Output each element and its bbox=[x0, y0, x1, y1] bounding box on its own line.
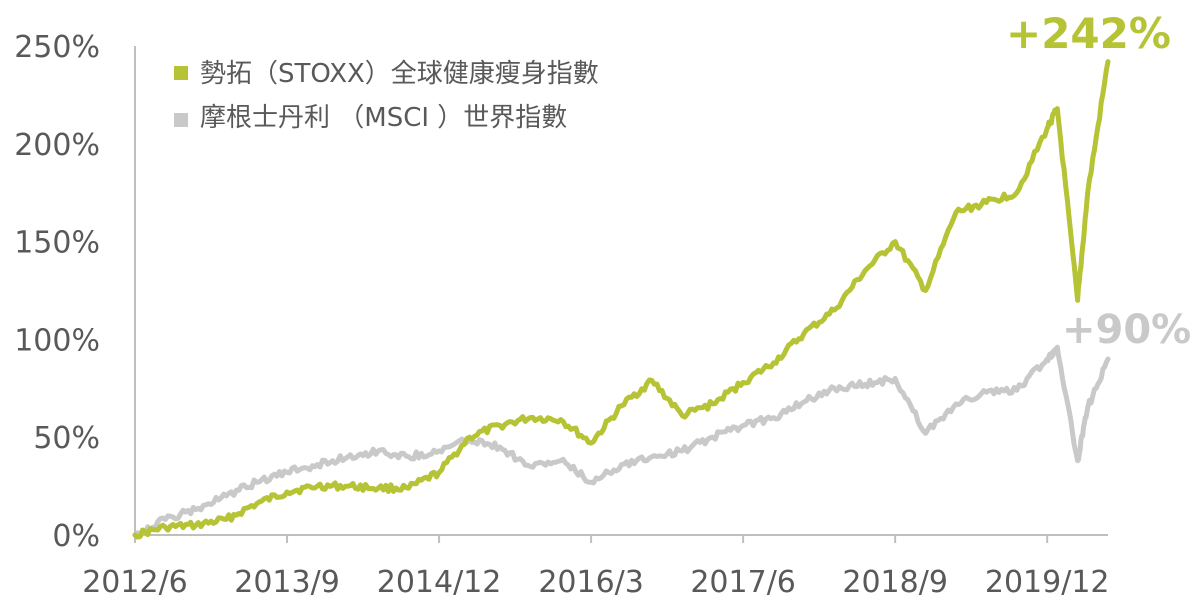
x-tick-label: 2019/12 bbox=[985, 565, 1110, 600]
x-axis-ticks: 2012/6 2013/9 2014/12 2016/3 2017/6 2018/9 201… bbox=[82, 535, 1110, 600]
legend: 勢拓（STOXX）全球健康瘦身指數 摩根士丹利 （MSCI ）世界指數 bbox=[174, 59, 599, 133]
x-tick-label: 2016/3 bbox=[538, 565, 644, 600]
series-layer bbox=[132, 59, 1111, 540]
end-labels: +242% +90% bbox=[1006, 9, 1191, 353]
y-tick-label: 100% bbox=[14, 323, 100, 358]
y-tick-label: 250% bbox=[14, 30, 100, 65]
y-tick-label: 200% bbox=[14, 128, 100, 163]
axes bbox=[134, 46, 1108, 536]
legend-swatch-msci bbox=[174, 113, 188, 127]
end-label-msci: +90% bbox=[1062, 307, 1191, 353]
legend-label-msci: 摩根士丹利 （MSCI ）世界指數 bbox=[200, 103, 567, 133]
y-axis-ticks: 0% 50% 100% 150% 200% 250% bbox=[14, 30, 100, 554]
end-label-stoxx: +242% bbox=[1006, 9, 1171, 58]
legend-swatch-stoxx bbox=[174, 66, 188, 80]
x-tick-label: 2017/6 bbox=[690, 565, 796, 600]
x-tick-label: 2014/12 bbox=[377, 565, 502, 600]
y-tick-label: 150% bbox=[14, 226, 100, 261]
x-tick-label: 2018/9 bbox=[842, 565, 948, 600]
x-tick-label: 2013/9 bbox=[234, 565, 340, 600]
y-tick-label: 0% bbox=[52, 519, 100, 554]
legend-label-stoxx: 勢拓（STOXX）全球健康瘦身指數 bbox=[200, 59, 599, 89]
y-tick-label: 50% bbox=[33, 421, 100, 456]
series-line-msci bbox=[132, 344, 1111, 538]
series-line-stoxx bbox=[132, 59, 1111, 540]
x-tick-label: 2012/6 bbox=[82, 565, 188, 600]
